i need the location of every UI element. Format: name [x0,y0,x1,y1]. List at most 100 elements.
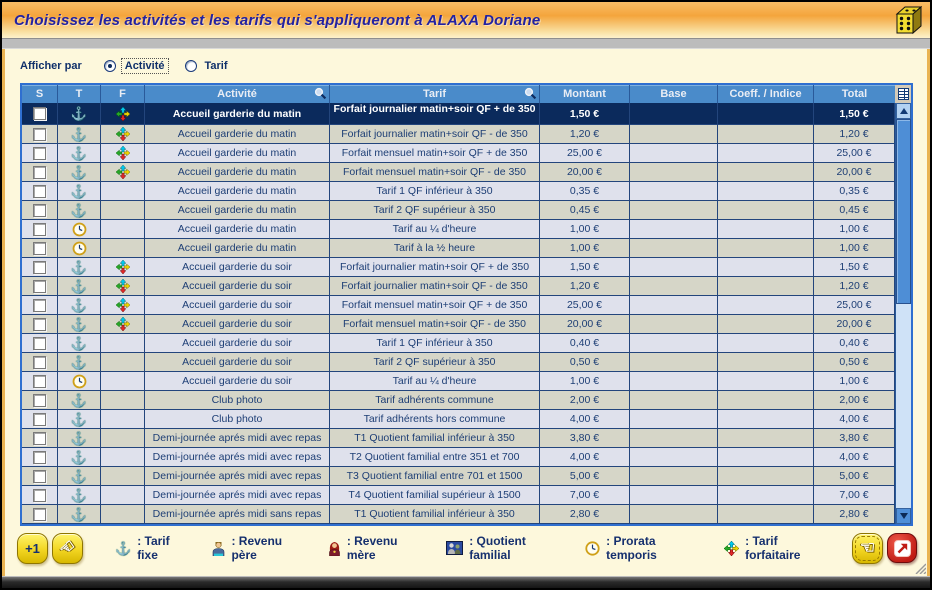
cell-montant: 2,80 € [540,505,630,523]
cell-tarif: Forfait mensuel matin+soir QF - de 350 [330,315,540,333]
cell-coeff [718,505,814,523]
row-checkbox[interactable] [33,298,46,312]
cell-tarif-type: ⚓ [58,239,101,257]
tarif-fixe-icon: ⚓ [70,183,88,199]
table-row[interactable]: ⚓ Accueil garderie du matin Tarif au ¼ d… [22,220,899,239]
table-row[interactable]: ⚓ Demi-journée aprés midi avec repas T1 … [22,429,899,448]
clock-icon [585,540,600,556]
pick-hand-button[interactable]: ☜ [52,532,83,564]
col-header-montant[interactable]: Montant [540,85,630,103]
bottom-bar [2,576,930,588]
table-row[interactable]: ⚓ Accueil garderie du matin Tarif à la ½… [22,239,899,258]
cell-forfait [101,296,145,314]
row-checkbox[interactable] [33,107,46,120]
cell-tarif-type: ⚓ [58,296,101,314]
prorata-icon [72,222,86,236]
radio-activite[interactable] [103,60,116,72]
table-row[interactable]: ⚓ Accueil garderie du matin Forfait mens… [22,144,899,163]
col-header-f[interactable]: F [101,85,145,103]
table-row[interactable]: ⚓ Club photo Tarif adhérents hors commun… [22,410,899,429]
table-row[interactable]: ⚓ Accueil garderie du matin Forfait jour… [22,103,899,125]
cell-activite: Accueil garderie du soir [145,334,330,352]
row-checkbox[interactable] [33,374,46,388]
radio-tarif-label[interactable]: Tarif [204,60,228,72]
exit-button[interactable] [887,533,917,563]
row-checkbox[interactable] [33,507,46,521]
table-row[interactable]: ⚓ Accueil garderie du soir Forfait journ… [22,277,899,296]
row-checkbox[interactable] [33,146,46,160]
table-row[interactable]: ⚓ Accueil garderie du matin Tarif 2 QF s… [22,201,899,220]
cell-select [22,103,58,124]
table-properties-cell[interactable] [895,85,911,103]
table-row[interactable]: ⚓ Accueil garderie du soir Forfait mensu… [22,296,899,315]
row-checkbox[interactable] [33,412,46,426]
row-checkbox[interactable] [33,488,46,502]
cell-base [630,125,718,143]
row-checkbox[interactable] [33,431,46,445]
col-header-total[interactable]: Total [814,85,895,103]
table-row[interactable]: ⚓ Demi-journée aprés midi avec repas T3 … [22,467,899,486]
scroll-up-button[interactable] [896,103,911,119]
cell-total: 1,50 € [814,103,895,124]
cell-tarif: Forfait mensuel matin+soir QF + de 350 [330,144,540,162]
table-row[interactable]: ⚓ Accueil garderie du matin Forfait jour… [22,125,899,144]
col-header-s[interactable]: S [22,85,58,103]
cell-forfait [101,334,145,352]
row-checkbox[interactable] [33,279,46,293]
vertical-scrollbar[interactable] [895,103,911,524]
table-row[interactable]: ⚓ Accueil garderie du soir Tarif 1 QF in… [22,334,899,353]
row-checkbox[interactable] [33,184,46,198]
cell-tarif: Forfait journalier matin+soir QF + de 35… [330,258,540,276]
table-row[interactable]: ⚓ Accueil garderie du soir Tarif 2 QF su… [22,353,899,372]
cell-select [22,353,58,371]
table-row[interactable]: ⚓ Demi-journée aprés midi sans repas T1 … [22,505,899,524]
col-header-coeff[interactable]: Coeff. / Indice [718,85,814,103]
select-hand-button[interactable]: ☜ [852,532,883,564]
legend-label: : Prorata temporis [606,534,657,562]
cell-montant: 1,00 € [540,372,630,390]
search-icon[interactable] [314,87,327,100]
cell-montant: 1,00 € [540,220,630,238]
table-row[interactable]: ⚓ Accueil garderie du matin Tarif 1 QF i… [22,182,899,201]
resize-grip[interactable] [914,562,926,574]
row-checkbox[interactable] [33,450,46,464]
cell-activite: Accueil garderie du matin [145,144,330,162]
scroll-down-button[interactable] [896,508,911,524]
row-checkbox[interactable] [33,393,46,407]
legend-label: : Tarif forfaitaire [745,534,801,562]
row-checkbox[interactable] [33,469,46,483]
table-row[interactable]: ⚓ Demi-journée aprés midi avec repas T2 … [22,448,899,467]
row-checkbox[interactable] [33,203,46,217]
cell-tarif-type: ⚓ [58,315,101,333]
table-row[interactable]: ⚓ Club photo Tarif adhérents commune 2,0… [22,391,899,410]
cell-select [22,334,58,352]
row-checkbox[interactable] [33,222,46,236]
table-row[interactable]: ⚓ Accueil garderie du soir Forfait journ… [22,258,899,277]
col-header-t[interactable]: T [58,85,101,103]
row-checkbox[interactable] [33,260,46,274]
scrollbar-thumb[interactable] [896,119,911,304]
search-icon[interactable] [524,87,537,100]
cell-coeff [718,315,814,333]
row-checkbox[interactable] [33,241,46,255]
cell-coeff [718,448,814,466]
row-checkbox[interactable] [33,355,46,369]
table-row[interactable]: ⚓ Accueil garderie du soir Forfait mensu… [22,315,899,334]
radio-activite-label[interactable]: Activité [120,58,169,74]
row-checkbox[interactable] [33,165,46,179]
cell-coeff [718,103,814,124]
table-row[interactable]: ⚓ Demi-journée aprés midi avec repas T4 … [22,486,899,505]
cell-tarif-type: ⚓ [58,505,101,523]
cell-total: 5,00 € [814,467,895,485]
col-header-tarif[interactable]: Tarif [330,85,540,103]
col-header-activite-label: Activité [217,88,257,100]
radio-tarif[interactable] [184,60,197,72]
col-header-base[interactable]: Base [630,85,718,103]
add-one-button[interactable]: +1 [17,532,48,564]
table-row[interactable]: ⚓ Accueil garderie du matin Forfait mens… [22,163,899,182]
col-header-activite[interactable]: Activité [145,85,330,103]
table-row[interactable]: ⚓ Accueil garderie du soir Tarif au ¼ d'… [22,372,899,391]
row-checkbox[interactable] [33,336,46,350]
row-checkbox[interactable] [33,127,46,141]
row-checkbox[interactable] [33,317,46,331]
